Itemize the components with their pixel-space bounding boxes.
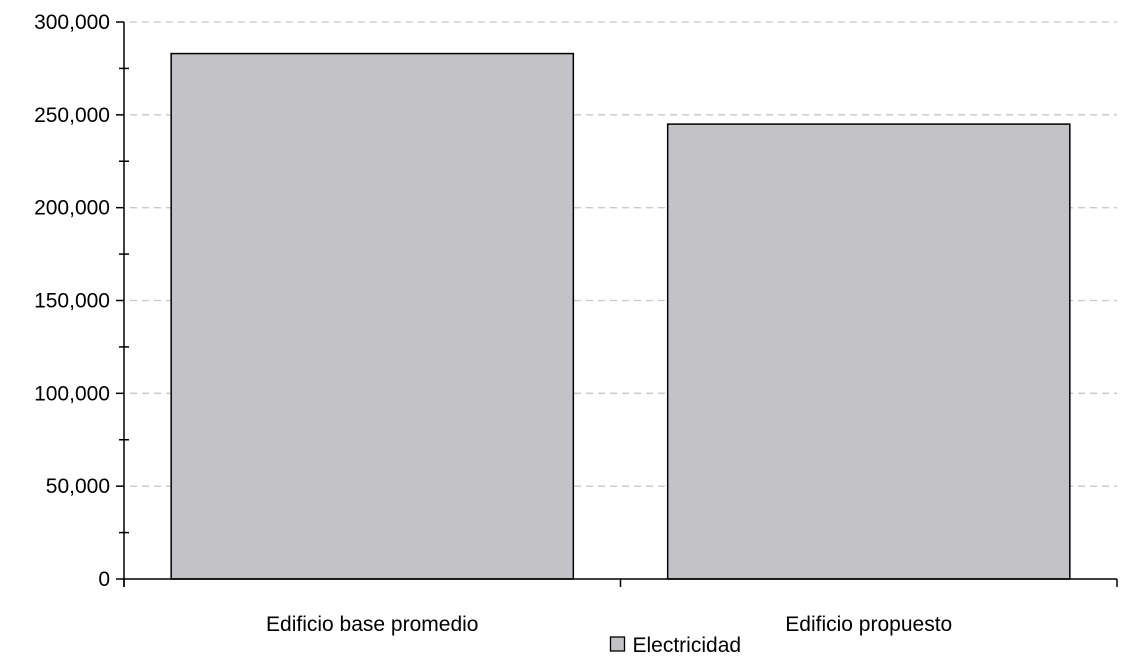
category-label: Edificio propuesto bbox=[785, 613, 952, 636]
y-tick-label: 0 bbox=[98, 568, 110, 591]
bar bbox=[666, 123, 1071, 580]
y-tick-label: 50,000 bbox=[46, 475, 110, 498]
category-label: Edificio base promedio bbox=[266, 613, 478, 636]
bars bbox=[170, 52, 1071, 580]
y-tick-label: 150,000 bbox=[34, 290, 110, 313]
axes bbox=[116, 21, 1118, 587]
legend-swatch bbox=[609, 636, 626, 652]
y-tick-label: 200,000 bbox=[34, 197, 110, 220]
bar bbox=[170, 52, 575, 580]
labels: 0 50,000 100,000 150,000 200,000 250,000 300,0… bbox=[34, 11, 952, 636]
y-tick-label: 250,000 bbox=[34, 104, 110, 127]
legend-label: Electricidad bbox=[633, 634, 742, 657]
y-tick-label: 300,000 bbox=[34, 11, 110, 34]
legend: Electricidad bbox=[609, 634, 742, 657]
y-tick-label: 100,000 bbox=[34, 382, 110, 405]
